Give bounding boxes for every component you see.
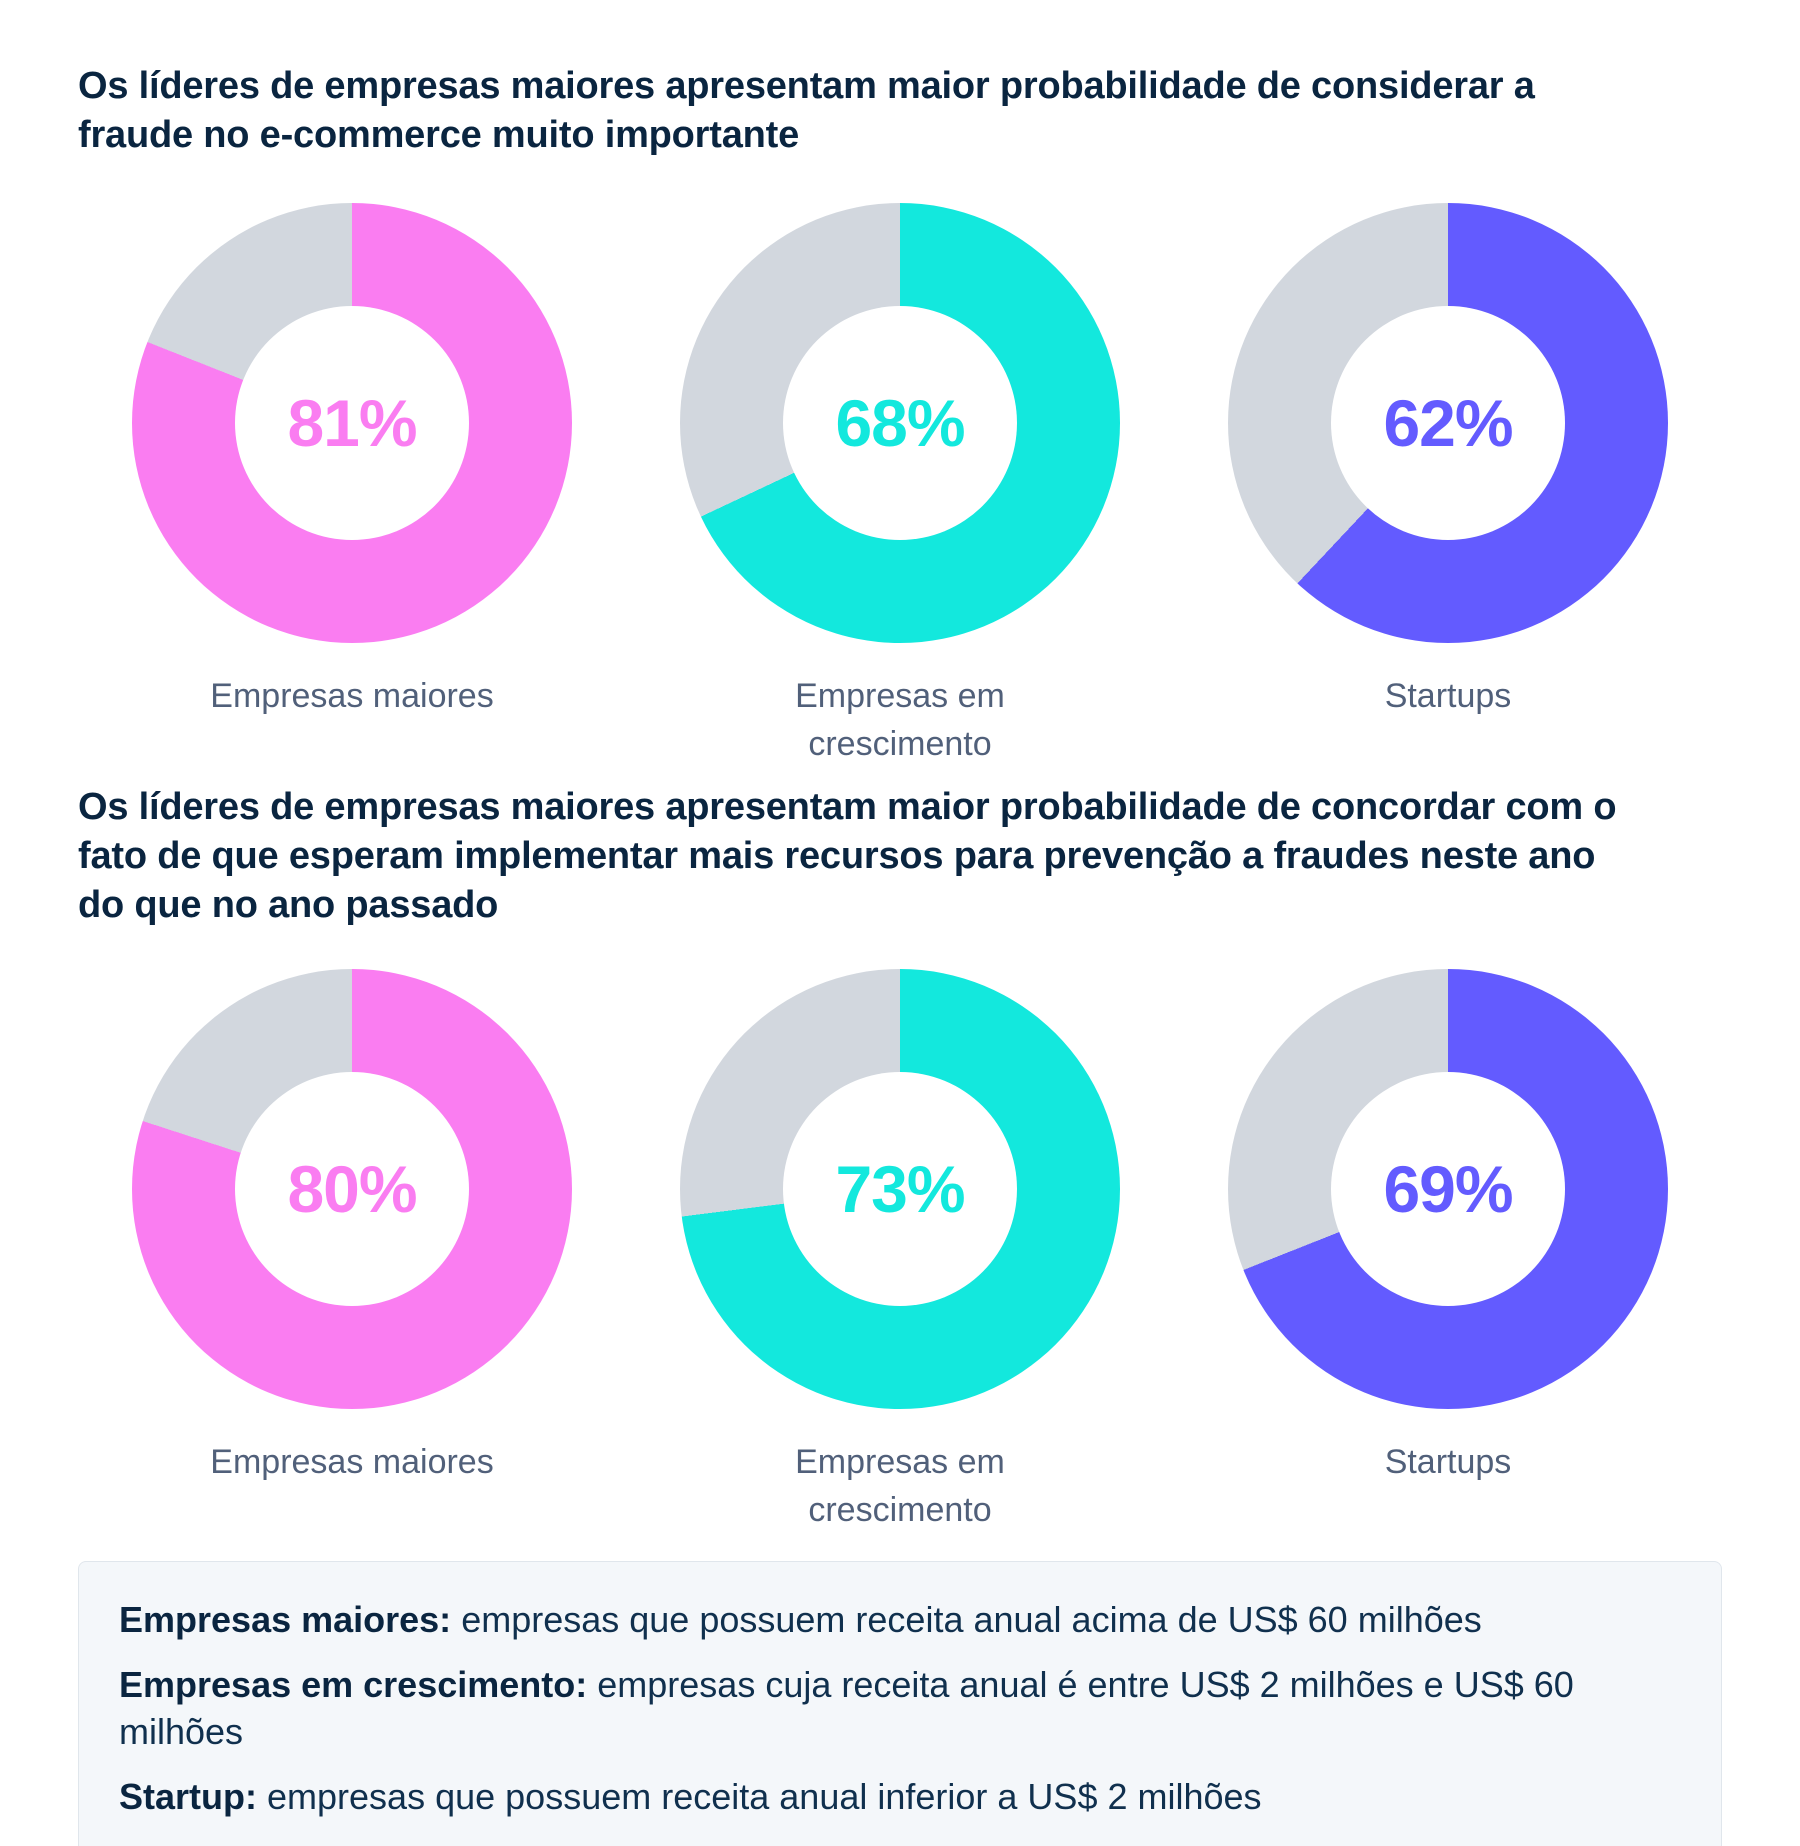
chart-category-label: Empresas maiores <box>210 677 494 716</box>
chart-category-label: Empresas em crescimento <box>795 1443 1005 1529</box>
definition-text: empresas que possuem receita anual acima… <box>461 1599 1482 1641</box>
definition-empresas-crescimento: Empresas em crescimento: empresas cuja r… <box>119 1661 1681 1756</box>
chart-category-label: Startups <box>1384 677 1512 716</box>
definitions-box: Empresas maiores: empresas que possuem r… <box>78 1561 1722 1846</box>
donut-hole: 80% <box>235 1072 469 1307</box>
donut-chart: 73% <box>680 969 1120 1410</box>
donut-charts-row-2: 80% Empresas maiores 73% Empresas em cre… <box>78 969 1722 1535</box>
donut-hole: 81% <box>235 306 469 541</box>
definition-empresas-maiores: Empresas maiores: empresas que possuem r… <box>119 1596 1681 1644</box>
definition-term: Empresas maiores: <box>119 1599 452 1641</box>
definition-text: empresas cuja receita anual é entre US$ … <box>119 1663 1574 1753</box>
donut-percent-label: 73% <box>835 1152 965 1227</box>
chart-startups-2: 69% Startups <box>1174 969 1722 1535</box>
donut-hole: 69% <box>1331 1072 1565 1307</box>
definition-text: empresas que possuem receita anual infer… <box>267 1775 1262 1817</box>
donut-chart: 69% <box>1228 969 1668 1410</box>
donut-charts-row-1: 81% Empresas maiores 68% Empresas em cre… <box>78 203 1722 769</box>
donut-percent-label: 69% <box>1383 1152 1513 1227</box>
donut-percent-label: 62% <box>1383 386 1513 461</box>
chart-empresas-maiores-1: 81% Empresas maiores <box>78 203 626 769</box>
chart-category-label: Startups <box>1384 1443 1512 1482</box>
donut-hole: 62% <box>1331 306 1565 541</box>
donut-chart: 62% <box>1228 203 1668 644</box>
section-title-fraud-importance: Os líderes de empresas maiores apresenta… <box>78 65 1535 156</box>
donut-chart: 81% <box>132 203 572 644</box>
definition-term: Empresas em crescimento: <box>119 1663 588 1705</box>
chart-empresas-crescimento-1: 68% Empresas em crescimento <box>626 203 1174 769</box>
definition-term: Startup: <box>119 1775 257 1817</box>
chart-empresas-crescimento-2: 73% Empresas em crescimento <box>626 969 1174 1535</box>
donut-percent-label: 81% <box>287 386 417 461</box>
section-title-fraud-resources: Os líderes de empresas maiores apresenta… <box>78 786 1617 926</box>
definition-startup: Startup: empresas que possuem receita an… <box>119 1773 1681 1821</box>
donut-chart: 80% <box>132 969 572 1410</box>
chart-startups-1: 62% Startups <box>1174 203 1722 769</box>
chart-category-label: Empresas em crescimento <box>795 677 1005 763</box>
donut-hole: 68% <box>783 306 1017 541</box>
donut-percent-label: 80% <box>287 1152 417 1227</box>
chart-category-label: Empresas maiores <box>210 1443 494 1482</box>
chart-empresas-maiores-2: 80% Empresas maiores <box>78 969 626 1535</box>
donut-chart: 68% <box>680 203 1120 644</box>
donut-hole: 73% <box>783 1072 1017 1307</box>
donut-percent-label: 68% <box>835 386 965 461</box>
